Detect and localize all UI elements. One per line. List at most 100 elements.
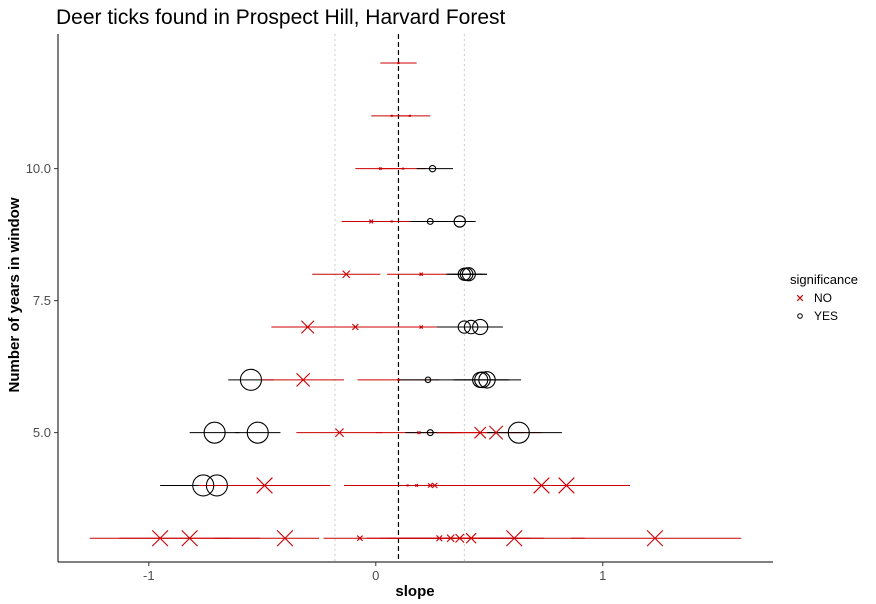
point-not-significant [342, 270, 351, 279]
point-not-significant [446, 534, 455, 543]
cross-stroke [151, 529, 169, 547]
cross-stroke [408, 114, 412, 118]
cross-stroke [351, 323, 359, 331]
data-markers [151, 61, 664, 547]
point-significant [239, 368, 262, 391]
legend-label: YES [814, 309, 838, 323]
point-not-significant [406, 484, 409, 487]
cross-stroke [390, 220, 393, 223]
y-tick-label: 5.0 [33, 425, 51, 440]
cross-stroke [465, 532, 477, 544]
cross-stroke [431, 482, 438, 489]
plot-panel [89, 34, 742, 562]
point-significant [205, 474, 228, 497]
point-significant [426, 429, 434, 437]
legend-entries: NO YES [796, 291, 838, 323]
point-significant [478, 371, 496, 389]
cross-stroke [397, 61, 400, 65]
point-not-significant [455, 533, 465, 543]
legend-key-circle [797, 313, 803, 319]
y-tick-label: 7.5 [33, 293, 51, 308]
point-significant [507, 421, 530, 444]
point-not-significant [419, 272, 424, 277]
point-not-significant [414, 483, 419, 488]
cross-stroke [505, 529, 523, 547]
point-not-significant [558, 477, 575, 494]
legend-label: NO [814, 291, 832, 305]
cross-stroke [796, 294, 804, 302]
cross-stroke [417, 430, 421, 435]
cross-stroke [419, 325, 424, 330]
point-not-significant [334, 428, 344, 438]
y-tick-label: 10.0 [26, 161, 51, 176]
cross-stroke [276, 529, 294, 547]
point-not-significant [397, 378, 400, 382]
point-not-significant [401, 167, 405, 170]
cross-stroke [181, 529, 198, 547]
x-tick-label: -1 [143, 568, 155, 583]
point-not-significant [408, 114, 412, 118]
point-not-significant [356, 535, 363, 542]
cross-stroke [300, 320, 315, 334]
point-not-significant [300, 320, 315, 334]
x-tick-label: 1 [599, 568, 606, 583]
point-significant [203, 421, 226, 444]
point-significant [472, 318, 489, 336]
reference-lines [334, 34, 465, 562]
point-not-significant [378, 166, 382, 171]
point-not-significant [431, 482, 438, 489]
chart-title: Deer ticks found in Prospect Hill, Harva… [56, 6, 505, 29]
point-significant [424, 376, 432, 384]
point-not-significant [427, 482, 433, 489]
point-not-significant [151, 529, 169, 547]
point-significant [426, 217, 434, 225]
point-not-significant [351, 323, 359, 331]
cross-stroke [414, 483, 419, 488]
cross-stroke [436, 535, 443, 542]
point-not-significant [276, 529, 294, 547]
cross-stroke [646, 529, 664, 547]
point-not-significant [465, 532, 477, 544]
cross-stroke [256, 477, 273, 494]
point-not-significant [436, 535, 443, 542]
point-not-significant [474, 426, 487, 439]
point-not-significant [390, 114, 393, 118]
point-not-significant [646, 529, 664, 547]
cross-stroke [474, 426, 487, 439]
point-significant [453, 215, 466, 228]
point-not-significant [505, 529, 523, 547]
point-significant [474, 371, 491, 389]
point-not-significant [533, 477, 550, 494]
point-not-significant [488, 425, 504, 440]
x-axis-title: slope [395, 583, 434, 600]
cross-stroke [488, 425, 504, 440]
point-significant [463, 319, 479, 335]
cross-stroke [455, 533, 465, 543]
cross-stroke [296, 372, 311, 387]
cross-stroke [334, 428, 344, 438]
point-not-significant [368, 219, 374, 224]
point-significant [457, 320, 471, 334]
point-significant [461, 267, 476, 282]
y-axis-title: Number of years in window [6, 197, 23, 392]
cross-stroke [427, 482, 433, 489]
point-significant [428, 164, 437, 173]
point-significant [246, 421, 269, 444]
point-not-significant [181, 529, 198, 547]
point-not-significant [419, 325, 424, 330]
x-tick-label: 0 [372, 568, 379, 583]
cross-stroke [342, 270, 351, 279]
point-not-significant [397, 61, 400, 65]
cross-stroke [368, 219, 374, 224]
x-axis-ticks: -1 0 1 [143, 562, 606, 583]
legend-key-cross [796, 294, 804, 302]
point-not-significant [390, 220, 393, 223]
cross-stroke [356, 535, 363, 542]
cross-stroke [378, 166, 382, 171]
cross-stroke [558, 477, 575, 494]
legend: significance NO YES [790, 272, 858, 323]
cross-stroke [446, 534, 455, 543]
error-bars [89, 62, 742, 539]
cross-stroke [533, 477, 550, 494]
cross-stroke [406, 484, 409, 487]
